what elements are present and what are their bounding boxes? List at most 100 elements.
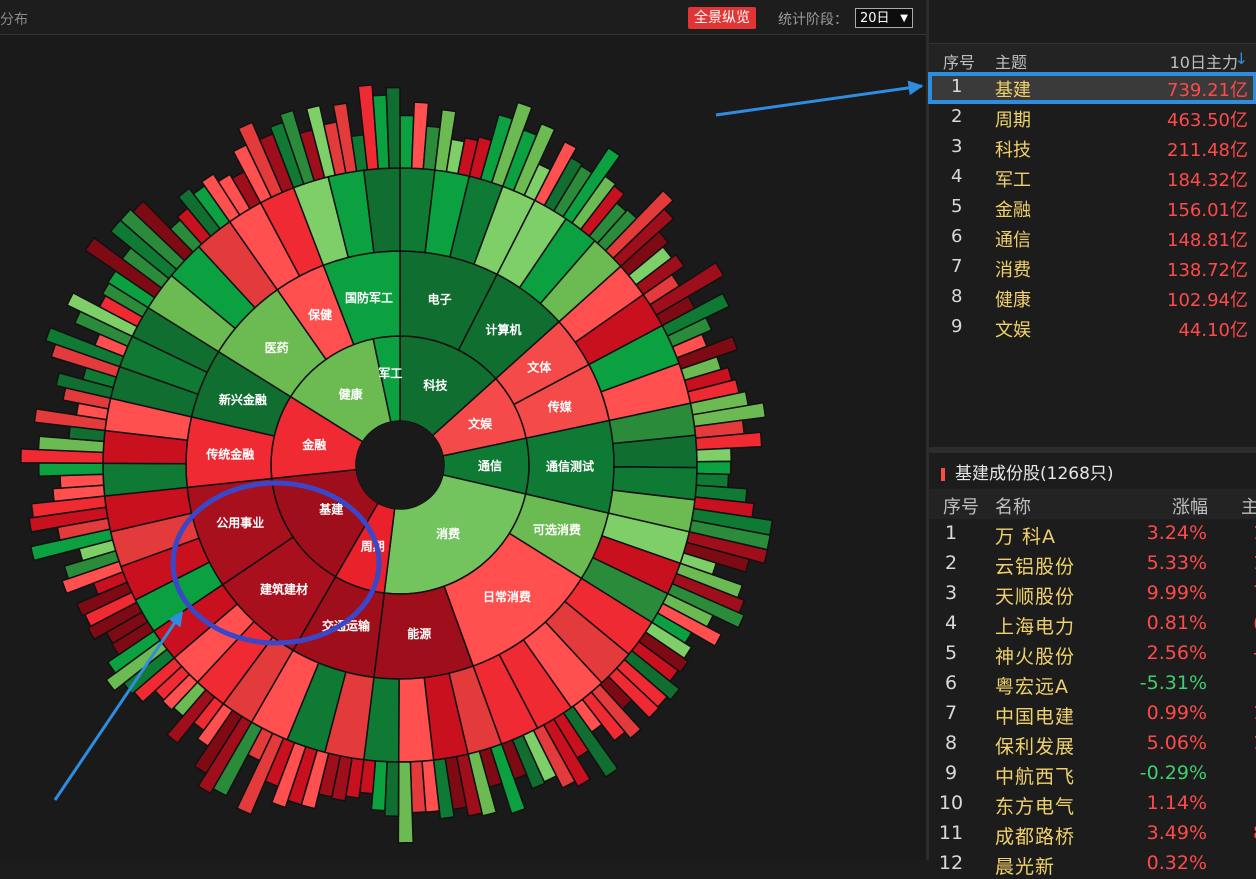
row-index: 6 [951, 226, 963, 247]
theme-panel: 序号 主题 10日主力 ↓ 1 基建 739.21亿 2 周期 463.50亿 3 科技 211… [928, 0, 1256, 878]
stock-name: 保利发展 [995, 736, 1076, 758]
stock-change: 9.99% [1146, 582, 1207, 604]
theme-name: 周期 [995, 110, 1031, 131]
panel-title: 分布 [0, 12, 28, 28]
stock-main: 8 [1253, 822, 1256, 844]
stock-tile[interactable] [696, 460, 732, 476]
inner-sector-label: 军工 [378, 366, 402, 381]
stock-change: -5.31% [1139, 672, 1207, 694]
stock-tile[interactable] [59, 473, 105, 489]
middle-sector-label: 能源 [407, 626, 431, 641]
stock-main: 1: [1253, 702, 1256, 724]
stock-tile[interactable] [695, 447, 732, 463]
row-index: 7 [944, 702, 958, 724]
col-main[interactable]: 主 [1241, 497, 1256, 518]
stock-change: 0.32% [1146, 852, 1207, 874]
row-index: 5 [951, 196, 963, 217]
stock-name: 东方电气 [995, 796, 1076, 818]
stock-row[interactable]: 7 中国电建 0.99% 1: [929, 699, 1256, 729]
inner-sector-label: 金融 [301, 437, 326, 452]
theme-row[interactable]: 1 基建 739.21亿 [928, 72, 1256, 104]
stock-tile[interactable] [38, 462, 104, 477]
stock-row[interactable]: 10 东方电气 1.14% [929, 789, 1256, 819]
row-index: 3 [944, 582, 958, 604]
chevron-down-icon: ▼ [900, 13, 908, 24]
period-label: 统计阶段： [778, 12, 848, 28]
constituents-title: 基建成份股(1268只) [941, 459, 1114, 484]
stock-change: 0.81% [1146, 612, 1207, 634]
stock-row[interactable]: 3 天顺股份 9.99% 7: [929, 579, 1256, 609]
stock-tile[interactable] [385, 86, 401, 169]
col-name: 名称 [995, 497, 1031, 518]
row-index: 5 [944, 642, 958, 664]
stock-main: 1( [1253, 522, 1256, 544]
stock-change: 3.24% [1146, 522, 1207, 544]
row-index: 3 [951, 136, 963, 157]
row-index: 6 [944, 672, 958, 694]
row-index: 11 [938, 822, 964, 844]
stock-row[interactable]: 9 中航西飞 -0.29% [929, 759, 1256, 789]
theme-row[interactable]: 9 文娱 44.10亿 [929, 313, 1256, 343]
stock-row[interactable]: 11 成都路桥 3.49% 8 [929, 819, 1256, 849]
stock-change: 2.56% [1146, 642, 1207, 664]
middle-sector-label: 文体 [527, 359, 552, 374]
theme-name: 消费 [995, 260, 1031, 281]
stock-main: -: [1253, 642, 1256, 664]
inner-sector-label: 周期 [361, 539, 385, 554]
toolbar: 分布 全景纵览 统计阶段： 20日 ▼ [0, 0, 926, 35]
stock-row[interactable]: 2 云铝股份 5.33% 1: [929, 549, 1256, 579]
theme-name: 文娱 [995, 320, 1031, 341]
stock-main: 7: [1253, 582, 1256, 604]
row-index: 12 [938, 852, 964, 874]
theme-row[interactable]: 4 军工 184.32亿 [929, 163, 1256, 193]
theme-value: 211.48亿 [1167, 140, 1248, 161]
stock-row[interactable]: 5 神火股份 2.56% -: [929, 639, 1256, 669]
row-index: 7 [951, 256, 963, 277]
col-change[interactable]: 涨幅 [1172, 497, 1208, 518]
theme-row[interactable]: 6 通信 148.81亿 [929, 223, 1256, 253]
stock-row[interactable]: 1 万 科A 3.24% 1( [929, 519, 1256, 549]
theme-value: 148.81亿 [1167, 230, 1248, 251]
theme-value: 463.50亿 [1167, 110, 1248, 131]
middle-sector-label: 日常消费 [483, 589, 531, 604]
row-index: 9 [944, 762, 958, 784]
theme-row[interactable]: 3 科技 211.48亿 [929, 133, 1256, 163]
overview-button[interactable]: 全景纵览 [688, 7, 756, 29]
constituents-title-text: 基建成份股(1268只) [955, 464, 1114, 484]
col-theme: 主题 [995, 53, 1028, 72]
stock-row[interactable]: 8 保利发展 5.06% 1⁄ [929, 729, 1256, 759]
theme-value: 102.94亿 [1167, 290, 1248, 311]
middle-sector-label: 计算机 [485, 322, 521, 337]
row-index: 4 [944, 612, 958, 634]
row-index: 1 [951, 76, 963, 97]
theme-row[interactable]: 2 周期 463.50亿 [929, 103, 1256, 133]
theme-value: 138.72亿 [1167, 260, 1248, 281]
stock-name: 天顺股份 [995, 586, 1076, 608]
middle-sector-label: 电子 [428, 292, 452, 307]
period-select[interactable]: 20日 ▼ [855, 8, 913, 28]
col-10d-main[interactable]: 10日主力 [1169, 53, 1238, 72]
row-index: 2 [944, 552, 958, 574]
row-index: 1 [944, 522, 958, 544]
row-index: 10 [938, 792, 964, 814]
sunburst-panel: 分布 全景纵览 统计阶段： 20日 ▼ 科技 文娱 通信 消费 周期 基建 金融 健康 军工 电子… [0, 0, 926, 860]
theme-name: 金融 [995, 200, 1031, 221]
stock-row[interactable]: 6 粤宏远A -5.31% [929, 669, 1256, 699]
theme-row[interactable]: 7 消费 138.72亿 [929, 253, 1256, 283]
stock-row[interactable]: 12 晨光新 0.32% [929, 849, 1256, 879]
theme-row[interactable]: 5 金融 156.01亿 [929, 193, 1256, 223]
stock-tile[interactable] [397, 761, 414, 844]
middle-sector-label: 交通运输 [322, 618, 371, 633]
sort-arrow-icon[interactable]: ↓ [1234, 49, 1248, 68]
theme-name: 基建 [995, 80, 1031, 101]
stock-row[interactable]: 4 上海电力 0.81% ( [929, 609, 1256, 639]
inner-sector-label: 文娱 [468, 416, 493, 431]
middle-sector-label: 建筑建材 [259, 581, 308, 596]
stock-change: 0.99% [1146, 702, 1207, 724]
middle-sector-label: 国防军工 [345, 290, 393, 305]
stock-change: 5.33% [1146, 552, 1207, 574]
red-marker-icon [941, 467, 945, 481]
theme-row[interactable]: 8 健康 102.94亿 [929, 283, 1256, 313]
theme-name: 科技 [995, 140, 1031, 161]
